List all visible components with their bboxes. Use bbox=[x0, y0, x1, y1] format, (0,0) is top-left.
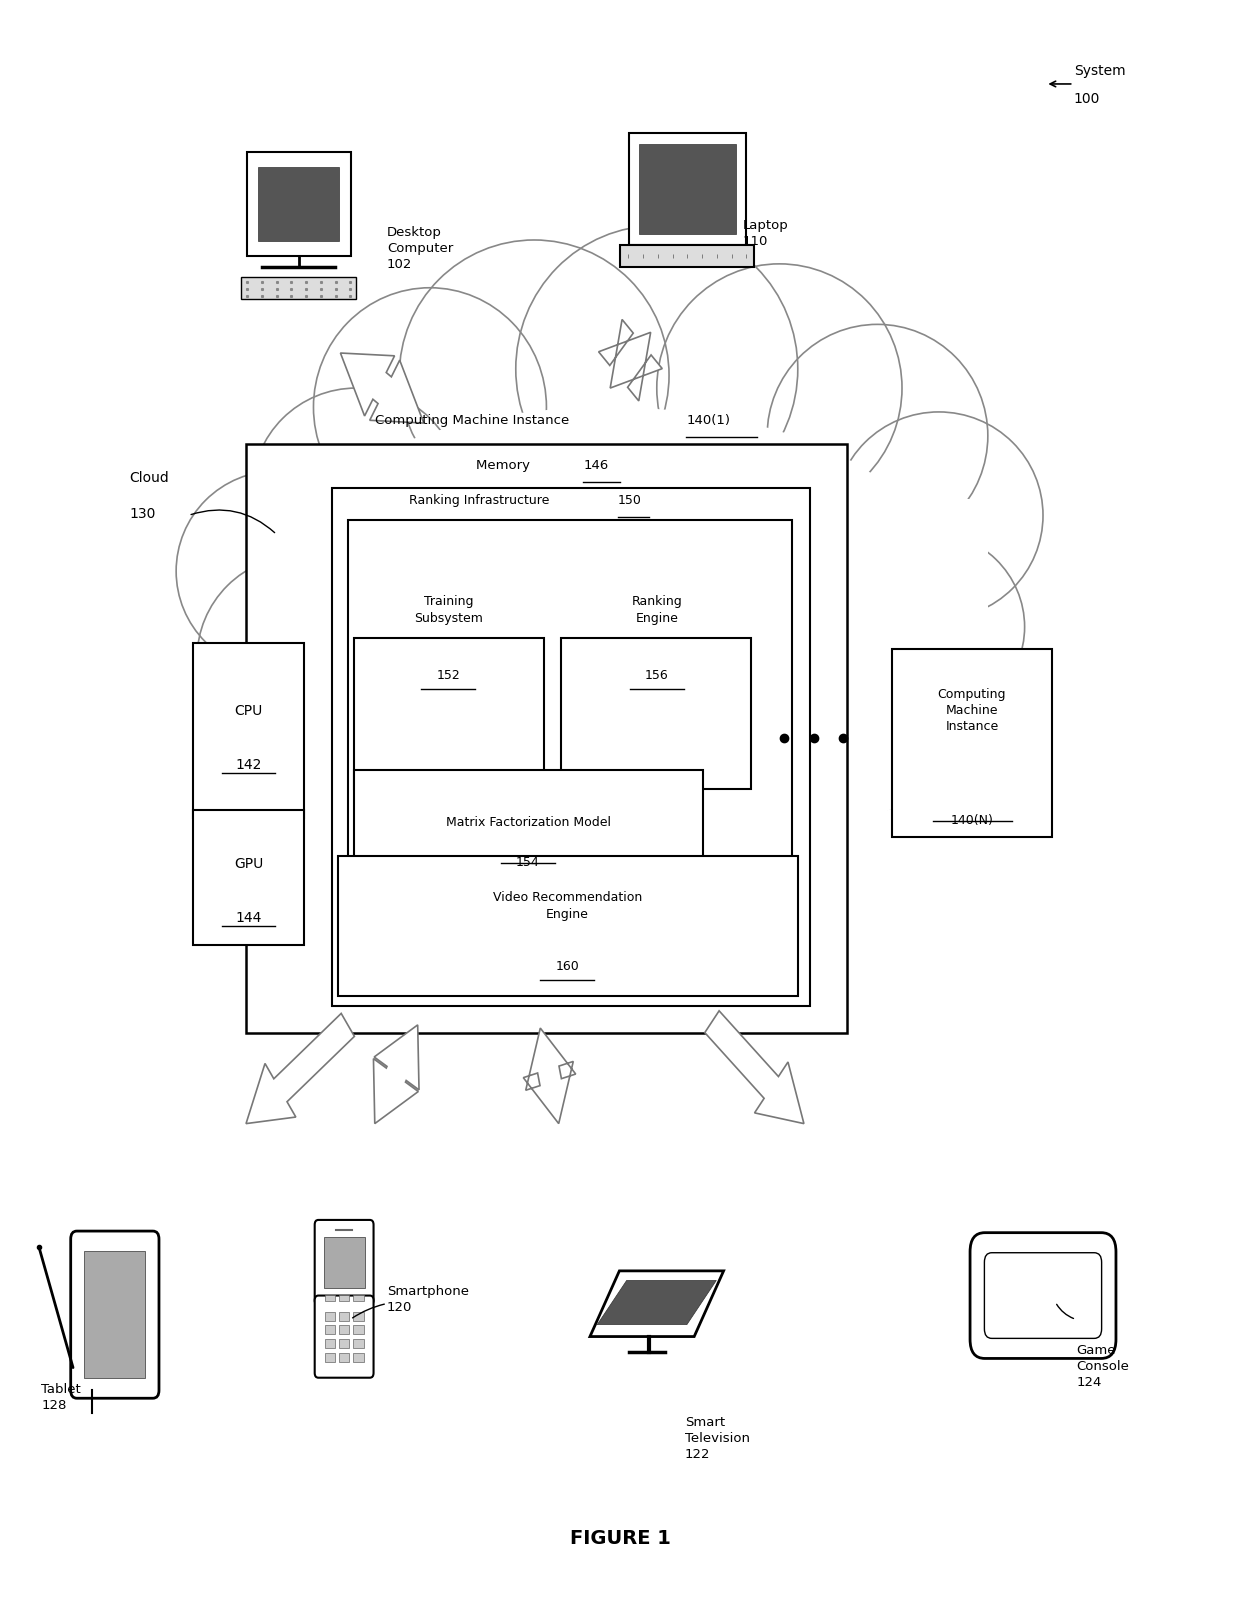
Ellipse shape bbox=[283, 623, 516, 839]
Bar bbox=[893, 650, 1052, 838]
FancyBboxPatch shape bbox=[985, 1254, 1101, 1339]
Bar bbox=[339, 1353, 350, 1361]
Ellipse shape bbox=[828, 531, 1024, 722]
Text: Computing Machine Instance: Computing Machine Instance bbox=[376, 414, 583, 427]
Text: Memory: Memory bbox=[476, 459, 543, 472]
Bar bbox=[353, 1339, 363, 1348]
Text: 140(N): 140(N) bbox=[950, 814, 993, 827]
Text: System: System bbox=[1074, 64, 1125, 77]
Ellipse shape bbox=[399, 241, 670, 512]
Bar bbox=[247, 154, 351, 257]
Bar bbox=[347, 522, 791, 880]
Bar bbox=[353, 639, 544, 790]
Bar bbox=[325, 1326, 335, 1334]
Polygon shape bbox=[590, 1271, 724, 1337]
Bar bbox=[324, 1237, 365, 1289]
Text: GPU: GPU bbox=[234, 855, 263, 870]
Bar bbox=[193, 811, 304, 945]
Text: 144: 144 bbox=[236, 910, 262, 924]
Bar bbox=[353, 1353, 363, 1361]
Polygon shape bbox=[599, 321, 662, 401]
Bar bbox=[339, 857, 797, 997]
Bar bbox=[353, 1295, 363, 1302]
FancyBboxPatch shape bbox=[71, 1231, 159, 1398]
Polygon shape bbox=[704, 1011, 804, 1124]
Text: Cloud: Cloud bbox=[129, 470, 170, 485]
Bar bbox=[84, 1252, 145, 1379]
FancyBboxPatch shape bbox=[970, 1233, 1116, 1358]
Text: Ranking
Engine: Ranking Engine bbox=[631, 595, 682, 624]
FancyBboxPatch shape bbox=[315, 1295, 373, 1377]
Text: Smart
Television
122: Smart Television 122 bbox=[684, 1416, 750, 1461]
Bar bbox=[325, 1295, 335, 1302]
FancyBboxPatch shape bbox=[315, 1220, 373, 1305]
Bar bbox=[325, 1311, 335, 1321]
Ellipse shape bbox=[176, 472, 377, 672]
Text: 152: 152 bbox=[436, 669, 460, 682]
Text: CPU: CPU bbox=[234, 703, 263, 717]
Bar bbox=[353, 1326, 363, 1334]
Text: Ranking Infrastructure: Ranking Infrastructure bbox=[409, 494, 562, 507]
Text: 154: 154 bbox=[516, 855, 539, 868]
Ellipse shape bbox=[197, 555, 405, 762]
Text: 146: 146 bbox=[583, 459, 609, 472]
Ellipse shape bbox=[835, 412, 1043, 620]
Polygon shape bbox=[373, 1026, 419, 1124]
Bar bbox=[339, 1311, 350, 1321]
Bar bbox=[258, 169, 340, 242]
Bar bbox=[353, 1311, 363, 1321]
Text: Computing
Machine
Instance: Computing Machine Instance bbox=[937, 687, 1006, 733]
Bar bbox=[339, 1326, 350, 1334]
Text: Desktop
Computer
102: Desktop Computer 102 bbox=[387, 226, 454, 271]
Text: Matrix Factorization Model: Matrix Factorization Model bbox=[445, 815, 610, 828]
Bar bbox=[193, 644, 304, 819]
Text: Training
Subsystem: Training Subsystem bbox=[414, 595, 482, 624]
Bar bbox=[620, 246, 754, 268]
Text: 150: 150 bbox=[618, 494, 641, 507]
Text: 160: 160 bbox=[556, 960, 579, 973]
Text: Video Recommendation
Engine: Video Recommendation Engine bbox=[492, 891, 642, 921]
Bar bbox=[277, 501, 988, 746]
Bar bbox=[629, 135, 745, 246]
Ellipse shape bbox=[252, 388, 460, 595]
Text: 100: 100 bbox=[1074, 91, 1100, 106]
Ellipse shape bbox=[768, 326, 988, 547]
Text: Game
Console
124: Game Console 124 bbox=[1076, 1343, 1128, 1388]
Text: 130: 130 bbox=[129, 507, 156, 520]
Ellipse shape bbox=[314, 289, 547, 526]
Bar bbox=[562, 639, 751, 790]
Ellipse shape bbox=[283, 408, 932, 725]
Text: 156: 156 bbox=[645, 669, 668, 682]
Text: Tablet
128: Tablet 128 bbox=[41, 1382, 81, 1411]
Bar bbox=[332, 490, 810, 1006]
Text: FIGURE 1: FIGURE 1 bbox=[569, 1528, 671, 1547]
Ellipse shape bbox=[583, 628, 853, 867]
Ellipse shape bbox=[657, 265, 901, 514]
Ellipse shape bbox=[743, 599, 963, 815]
Ellipse shape bbox=[405, 640, 687, 870]
Polygon shape bbox=[598, 1281, 717, 1324]
Bar bbox=[339, 1295, 350, 1302]
Ellipse shape bbox=[270, 396, 945, 746]
Polygon shape bbox=[341, 353, 424, 424]
Polygon shape bbox=[246, 1014, 355, 1124]
Polygon shape bbox=[523, 1029, 575, 1124]
Text: 142: 142 bbox=[236, 758, 262, 772]
Text: Laptop
110: Laptop 110 bbox=[743, 218, 789, 247]
Text: 140(1): 140(1) bbox=[686, 414, 730, 427]
Ellipse shape bbox=[264, 636, 951, 859]
Text: Smartphone
120: Smartphone 120 bbox=[387, 1284, 469, 1313]
Bar bbox=[325, 1353, 335, 1361]
Bar bbox=[246, 445, 847, 1034]
Bar bbox=[242, 278, 356, 300]
Bar bbox=[353, 770, 703, 867]
Bar bbox=[639, 146, 737, 234]
Bar bbox=[325, 1339, 335, 1348]
Ellipse shape bbox=[516, 226, 797, 514]
Bar bbox=[339, 1339, 350, 1348]
